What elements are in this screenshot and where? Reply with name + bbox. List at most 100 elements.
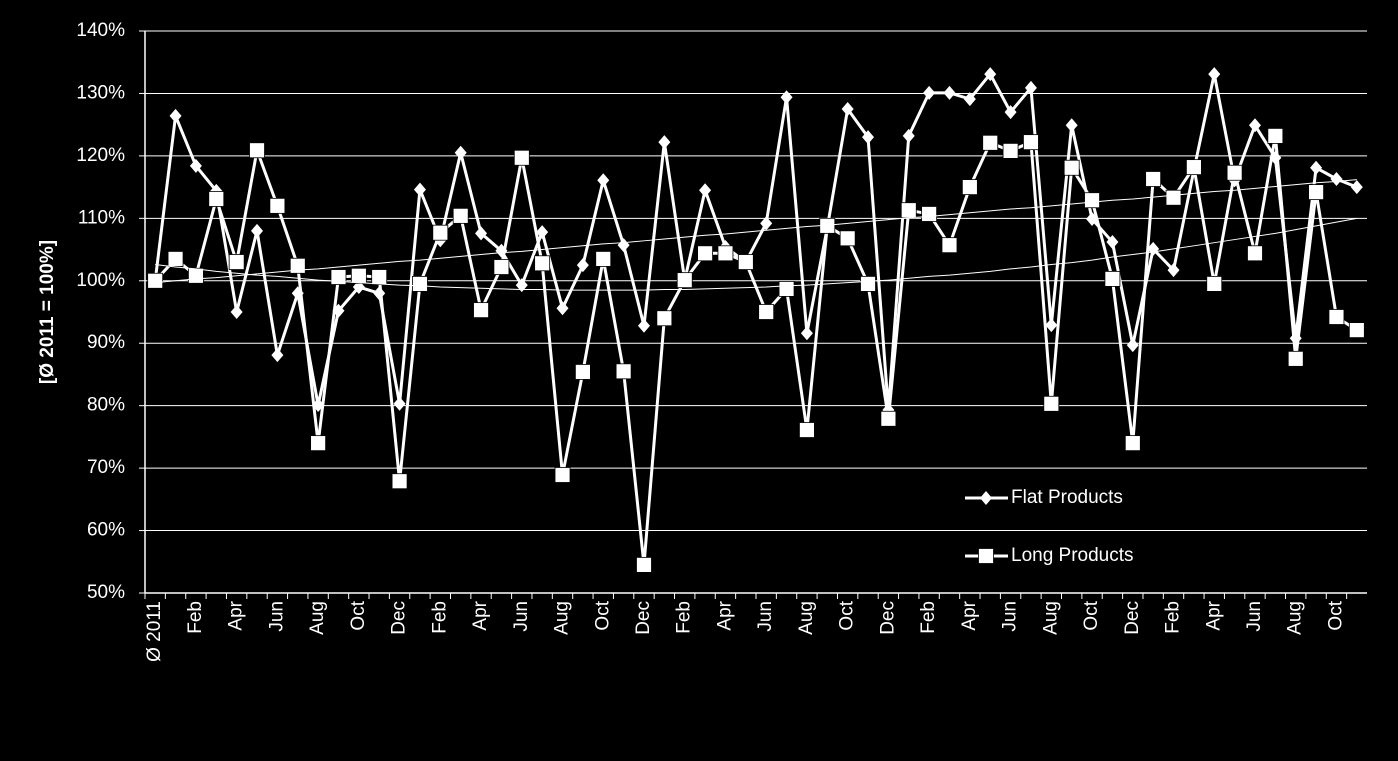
square-marker bbox=[167, 251, 184, 267]
square-marker bbox=[860, 275, 876, 292]
square-marker bbox=[1002, 142, 1019, 159]
y-tick-label: 120% bbox=[76, 145, 125, 166]
square-marker bbox=[330, 269, 347, 285]
square-marker bbox=[758, 304, 775, 320]
diamond-marker bbox=[800, 326, 813, 341]
y-tick-label: 130% bbox=[76, 82, 125, 103]
diamond-marker bbox=[1126, 338, 1139, 353]
x-tick-label: Aug bbox=[552, 601, 573, 635]
x-tick-label: Dec bbox=[877, 601, 898, 635]
x-tick-label: Aug bbox=[1040, 601, 1061, 635]
y-axis-label: [Ø 2011 = 100%] bbox=[37, 240, 58, 384]
diamond-marker bbox=[902, 128, 915, 143]
square-marker bbox=[1348, 322, 1365, 339]
diamond-marker bbox=[1310, 160, 1323, 175]
square-marker bbox=[1185, 159, 1202, 176]
square-marker bbox=[839, 230, 856, 247]
square-marker bbox=[269, 197, 286, 214]
diamond-marker bbox=[617, 238, 630, 253]
square-marker bbox=[961, 179, 978, 196]
diamond-marker bbox=[841, 102, 854, 117]
diamond-marker bbox=[1065, 118, 1078, 133]
x-tick-label: Feb bbox=[1163, 601, 1184, 634]
square-marker bbox=[982, 134, 999, 151]
y-tick-label: 110% bbox=[78, 207, 125, 228]
x-tick-label: Feb bbox=[918, 601, 939, 634]
diamond-marker bbox=[1024, 80, 1037, 95]
y-tick-label: 60% bbox=[87, 520, 125, 541]
x-tick-label: Feb bbox=[429, 601, 450, 634]
x-tick-label: Jun bbox=[755, 601, 776, 632]
x-tick-label: Oct bbox=[837, 600, 858, 630]
x-tick-label: Oct bbox=[592, 600, 613, 630]
x-tick-label: Jun bbox=[511, 601, 532, 632]
diamond-marker bbox=[271, 348, 284, 363]
diamond-marker bbox=[780, 90, 793, 105]
diamond-marker bbox=[597, 173, 610, 188]
x-tick-label: Feb bbox=[674, 601, 695, 634]
square-marker bbox=[1023, 134, 1039, 151]
diamond-marker bbox=[1106, 235, 1119, 250]
diamond-marker bbox=[658, 135, 671, 150]
square-marker bbox=[574, 364, 591, 380]
square-marker bbox=[391, 473, 408, 490]
square-marker bbox=[978, 548, 994, 564]
square-marker bbox=[350, 267, 367, 284]
square-marker bbox=[697, 245, 713, 262]
x-tick-label: Ø 2011 bbox=[144, 601, 165, 662]
x-tick-label: Jun bbox=[1244, 601, 1265, 632]
square-marker bbox=[1206, 275, 1223, 292]
square-marker bbox=[452, 207, 469, 224]
square-marker bbox=[717, 245, 734, 262]
square-marker bbox=[1328, 309, 1345, 325]
square-marker bbox=[676, 272, 693, 289]
square-marker bbox=[554, 467, 571, 483]
x-tick-label: Feb bbox=[185, 601, 206, 634]
diamond-marker bbox=[1208, 67, 1221, 82]
diamond-marker bbox=[1350, 180, 1363, 195]
y-tick-label: 80% bbox=[87, 395, 125, 416]
diamond-marker bbox=[963, 92, 976, 107]
diamond-marker bbox=[637, 318, 650, 333]
square-marker bbox=[534, 255, 551, 272]
square-marker bbox=[1226, 164, 1243, 181]
square-marker bbox=[921, 206, 938, 222]
diamond-marker bbox=[189, 158, 202, 173]
diamond-marker bbox=[251, 223, 264, 238]
y-tick-label: 140% bbox=[76, 20, 125, 41]
square-marker bbox=[615, 363, 632, 380]
diamond-marker bbox=[699, 183, 712, 198]
diamond-marker bbox=[980, 491, 992, 505]
x-tick-label: Apr bbox=[470, 600, 491, 630]
trend-line bbox=[155, 179, 1357, 284]
diamond-marker bbox=[862, 130, 875, 145]
square-marker bbox=[737, 254, 754, 270]
x-tick-label: Apr bbox=[1203, 600, 1224, 630]
x-tick-label: Aug bbox=[796, 601, 817, 635]
x-tick-label: Oct bbox=[1081, 600, 1102, 630]
square-marker bbox=[1104, 271, 1121, 287]
square-marker bbox=[310, 435, 327, 452]
square-marker bbox=[1063, 159, 1080, 176]
diamond-marker bbox=[556, 301, 569, 316]
diamond-marker bbox=[923, 85, 936, 100]
diamond-marker bbox=[1167, 263, 1180, 278]
square-marker bbox=[656, 310, 673, 327]
y-tick-label: 90% bbox=[87, 332, 125, 353]
square-marker bbox=[1145, 171, 1162, 187]
square-marker bbox=[412, 275, 428, 292]
diamond-marker bbox=[169, 108, 182, 123]
diamond-marker bbox=[515, 278, 528, 293]
diamond-marker bbox=[1248, 118, 1261, 133]
square-marker bbox=[249, 142, 265, 159]
square-marker bbox=[228, 254, 245, 270]
x-tick-label: Dec bbox=[1122, 601, 1143, 635]
diamond-marker bbox=[576, 258, 589, 273]
square-marker bbox=[880, 410, 897, 427]
square-marker bbox=[513, 149, 530, 166]
x-tick-label: Apr bbox=[226, 600, 247, 630]
square-marker bbox=[147, 272, 164, 289]
diamond-marker bbox=[536, 225, 549, 240]
x-tick-label: Dec bbox=[633, 601, 654, 635]
